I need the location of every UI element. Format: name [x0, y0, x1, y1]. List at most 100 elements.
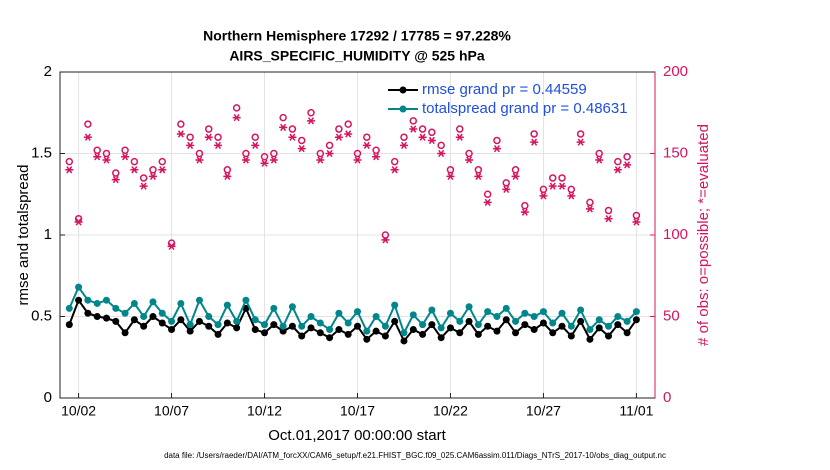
possible-obs	[446, 166, 455, 174]
data-point	[446, 309, 454, 317]
possible-obs	[576, 130, 585, 138]
data-point	[530, 326, 538, 334]
data-point	[493, 327, 501, 335]
data-point	[223, 301, 231, 309]
evaluated-obs	[437, 149, 446, 158]
evaluated-obs	[455, 133, 464, 141]
possible-obs	[381, 231, 390, 239]
evaluated-obs	[111, 175, 120, 184]
evaluated-obs	[446, 172, 455, 180]
data-point	[419, 330, 427, 338]
data-point	[539, 319, 547, 327]
evaluated-obs	[288, 133, 297, 141]
data-point	[279, 322, 287, 330]
data-point	[158, 319, 166, 327]
data-point	[391, 317, 399, 325]
data-point	[316, 319, 324, 327]
y-axis-label: rmse and totalspread	[15, 165, 32, 306]
legend-label: rmse grand pr = 0.44559	[422, 81, 587, 98]
possible-obs	[530, 130, 538, 138]
evaluated-obs	[316, 156, 325, 164]
data-point	[502, 316, 510, 324]
evaluated-obs	[558, 182, 567, 190]
data-point	[493, 313, 501, 320]
data-point	[400, 329, 408, 337]
data-point	[381, 332, 389, 340]
evaluated-obs	[595, 156, 604, 164]
evaluated-obs	[511, 172, 520, 180]
data-point	[335, 309, 343, 317]
data-point	[437, 324, 445, 332]
chart-subtitle: AIRS_SPECIFIC_HUMIDITY @ 525 hPa	[229, 48, 485, 64]
data-point	[186, 321, 194, 329]
possible-obs	[260, 153, 269, 161]
possible-obs	[418, 125, 427, 133]
possible-obs	[335, 125, 343, 133]
data-point	[484, 322, 492, 330]
data-point	[344, 330, 352, 338]
evaluated-obs	[307, 117, 316, 125]
data-point	[102, 314, 110, 322]
data-point	[112, 317, 120, 325]
evaluated-obs	[520, 208, 529, 216]
evaluated-obs	[344, 130, 353, 138]
x-tick-label: 10/22	[433, 403, 468, 419]
data-point	[261, 329, 269, 337]
data-point	[65, 321, 73, 329]
data-point	[409, 311, 417, 319]
chart-title: Northern Hemisphere 17292 / 17785 = 97.2…	[203, 28, 511, 44]
evaluated-obs	[223, 172, 232, 180]
possible-obs	[297, 136, 306, 145]
possible-obs	[586, 198, 594, 207]
possible-obs	[353, 149, 362, 158]
possible-obs	[121, 146, 129, 154]
y-tick-label: 1	[44, 226, 52, 243]
evaluated-obs	[632, 218, 641, 226]
evaluated-obs	[269, 156, 278, 164]
data-point	[446, 324, 454, 332]
possible-obs	[195, 149, 204, 158]
possible-obs	[93, 146, 101, 154]
evaluated-obs	[418, 133, 427, 141]
possible-obs	[325, 141, 334, 150]
data-point	[140, 313, 148, 320]
y-tick-label: 1.5	[31, 144, 52, 161]
evaluated-obs	[409, 125, 418, 133]
data-point	[502, 304, 510, 312]
data-point	[223, 319, 231, 327]
evaluated-obs	[74, 218, 83, 226]
data-point	[456, 329, 464, 337]
possible-obs	[214, 133, 222, 141]
data-point	[558, 309, 566, 317]
possible-obs	[400, 133, 408, 141]
data-point	[614, 313, 622, 320]
evaluated-obs	[83, 133, 92, 141]
data-point	[140, 322, 148, 330]
data-point	[623, 329, 631, 337]
y-tick-label: 2	[44, 63, 52, 80]
possible-obs	[344, 120, 352, 128]
evaluated-obs	[232, 113, 241, 122]
possible-obs	[186, 133, 194, 141]
data-point	[484, 308, 492, 316]
data-point	[316, 329, 324, 337]
evaluated-obs	[241, 156, 250, 164]
data-point	[177, 299, 185, 307]
possible-obs	[558, 174, 566, 182]
data-point	[251, 326, 259, 334]
possible-obs	[474, 166, 483, 174]
data-point	[158, 309, 166, 317]
data-point	[400, 337, 408, 345]
evaluated-obs	[279, 123, 288, 132]
data-point	[270, 304, 278, 312]
possible-obs	[595, 149, 603, 158]
possible-obs	[623, 153, 631, 161]
data-point	[288, 322, 296, 330]
x-axis-label: Oct.01,2017 00:00:00 start	[268, 427, 446, 444]
evaluated-obs	[176, 130, 185, 138]
possible-obs	[130, 157, 139, 166]
evaluated-obs	[427, 136, 436, 145]
data-point	[251, 316, 259, 324]
possible-obs	[465, 149, 473, 158]
data-point	[307, 324, 315, 332]
